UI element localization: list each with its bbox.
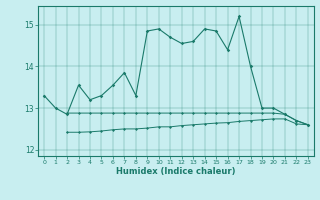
- X-axis label: Humidex (Indice chaleur): Humidex (Indice chaleur): [116, 167, 236, 176]
